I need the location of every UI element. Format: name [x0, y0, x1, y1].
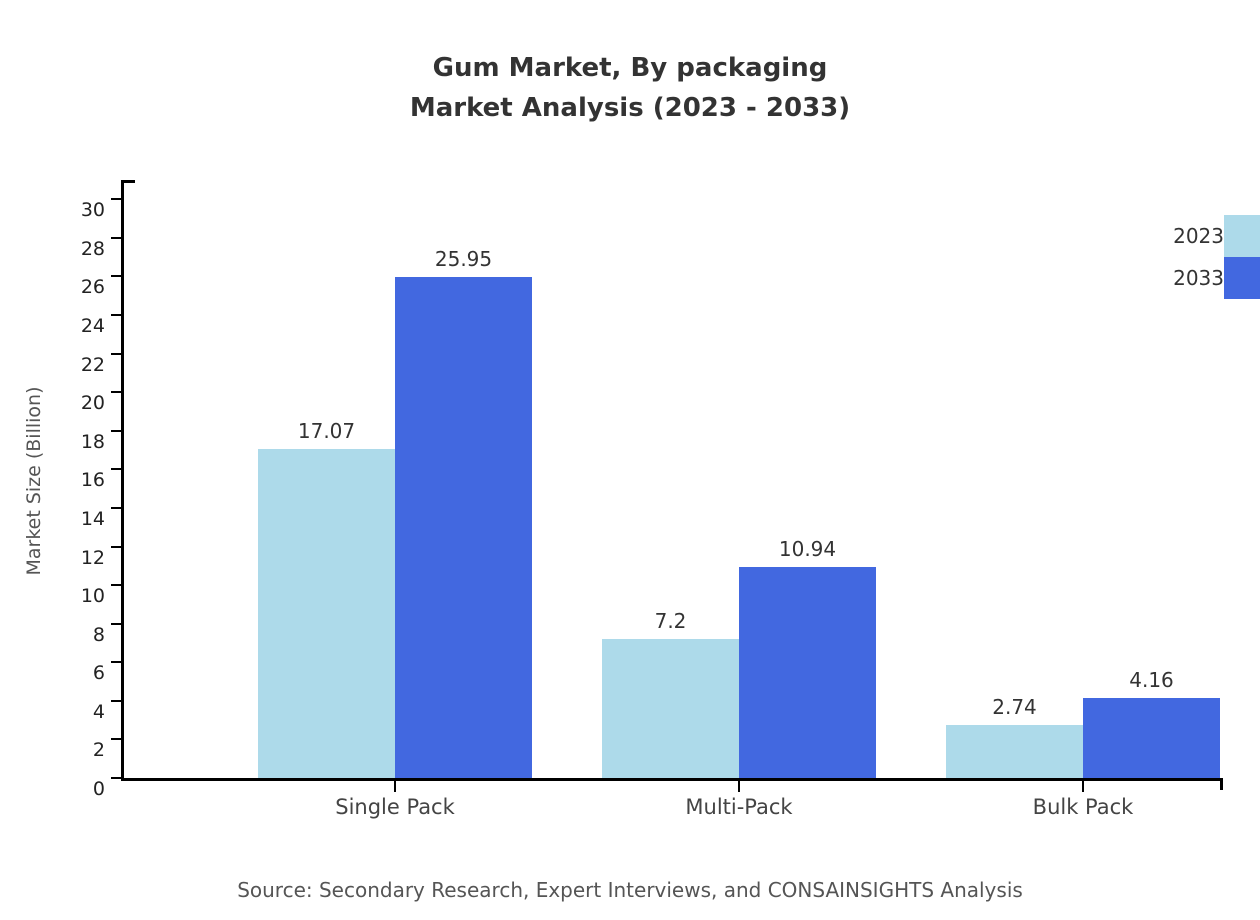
bar-value-label: 4.16	[1129, 667, 1174, 692]
y-axis-tick	[111, 738, 121, 741]
legend-color-swatch	[1224, 257, 1260, 299]
y-axis-tick-label: 30	[80, 199, 105, 222]
chart-legend: 2023 2033	[1090, 215, 1260, 315]
y-axis-tick-label: 6	[92, 662, 105, 685]
chart-title: Gum Market, By packaging Market Analysis…	[0, 48, 1260, 128]
y-axis-tick-label: 10	[80, 585, 105, 608]
y-axis-tick-label: 12	[80, 546, 105, 569]
x-axis-category-label: Bulk Pack	[1032, 795, 1134, 819]
x-axis-category-label: Single Pack	[335, 795, 455, 819]
bar[interactable]	[946, 725, 1083, 778]
y-axis-tick	[111, 275, 121, 278]
bar[interactable]	[602, 639, 739, 778]
bar[interactable]	[1083, 697, 1220, 778]
bar-value-label: 17.07	[297, 418, 356, 443]
y-axis-tick-label: 16	[80, 469, 105, 492]
x-axis-line	[121, 778, 1223, 781]
y-axis-tick-label: 8	[92, 623, 105, 646]
y-axis-tick-label: 18	[80, 430, 105, 453]
y-axis-tick	[111, 314, 121, 317]
bar-value-label: 25.95	[434, 247, 493, 272]
y-axis-line	[121, 180, 124, 781]
plot-area: 0 2 4 6 8 10 12 14 16 18 20 22 24 26 28 30 17.07 25.95 7.…	[81, 180, 1223, 819]
x-axis-tick	[1082, 781, 1084, 792]
bar[interactable]	[258, 448, 395, 778]
y-axis-tick	[111, 352, 121, 355]
y-axis-tick	[111, 777, 121, 779]
y-axis-tick-label: 4	[92, 700, 105, 723]
y-axis-tick	[111, 236, 121, 239]
bar-value-label: 7.2	[654, 609, 687, 634]
y-axis-tick-label: 0	[92, 778, 105, 800]
y-axis-tick-label: 14	[80, 507, 105, 530]
bar[interactable]	[395, 277, 532, 778]
y-axis-tick	[111, 391, 121, 394]
x-axis-category-label: Multi-Pack	[685, 795, 793, 819]
y-axis-tick-label: 20	[80, 392, 105, 415]
y-axis-label: Market Size (Billion)	[23, 386, 45, 576]
source-note: Source: Secondary Research, Expert Inter…	[237, 878, 1023, 902]
y-axis-tick	[111, 468, 121, 471]
y-axis-tick	[111, 198, 121, 201]
y-axis-tick-label: 28	[80, 237, 105, 260]
chart-title-line-1: Gum Market, By packaging	[432, 53, 828, 83]
y-axis-tick-label: 24	[80, 315, 105, 338]
bar-value-label: 2.74	[992, 695, 1037, 720]
y-axis-tick	[111, 584, 121, 587]
y-axis-tick	[111, 622, 121, 625]
bar-value-label: 10.94	[778, 536, 837, 561]
y-axis-tick	[111, 506, 121, 509]
legend-color-swatch	[1224, 215, 1260, 257]
x-axis-end-cap	[1220, 778, 1223, 790]
y-axis-tick	[111, 545, 121, 548]
y-axis-tick-label: 2	[92, 739, 105, 762]
y-axis-tick-label: 26	[80, 276, 105, 299]
y-axis-tick	[111, 661, 121, 664]
y-axis-tick-label: 22	[80, 353, 105, 376]
legend-label: 2023	[1173, 224, 1224, 248]
legend-item[interactable]: 2033	[1090, 257, 1260, 299]
bar[interactable]	[739, 566, 876, 778]
legend-label: 2033	[1173, 266, 1224, 290]
x-axis-tick	[394, 781, 396, 792]
y-axis-tick	[111, 699, 121, 702]
y-axis-tick	[111, 429, 121, 432]
y-axis-top-cap	[121, 180, 135, 183]
legend-item[interactable]: 2023	[1090, 215, 1260, 257]
chart-title-line-2: Market Analysis (2023 - 2033)	[409, 93, 851, 123]
x-axis-tick	[738, 781, 740, 792]
